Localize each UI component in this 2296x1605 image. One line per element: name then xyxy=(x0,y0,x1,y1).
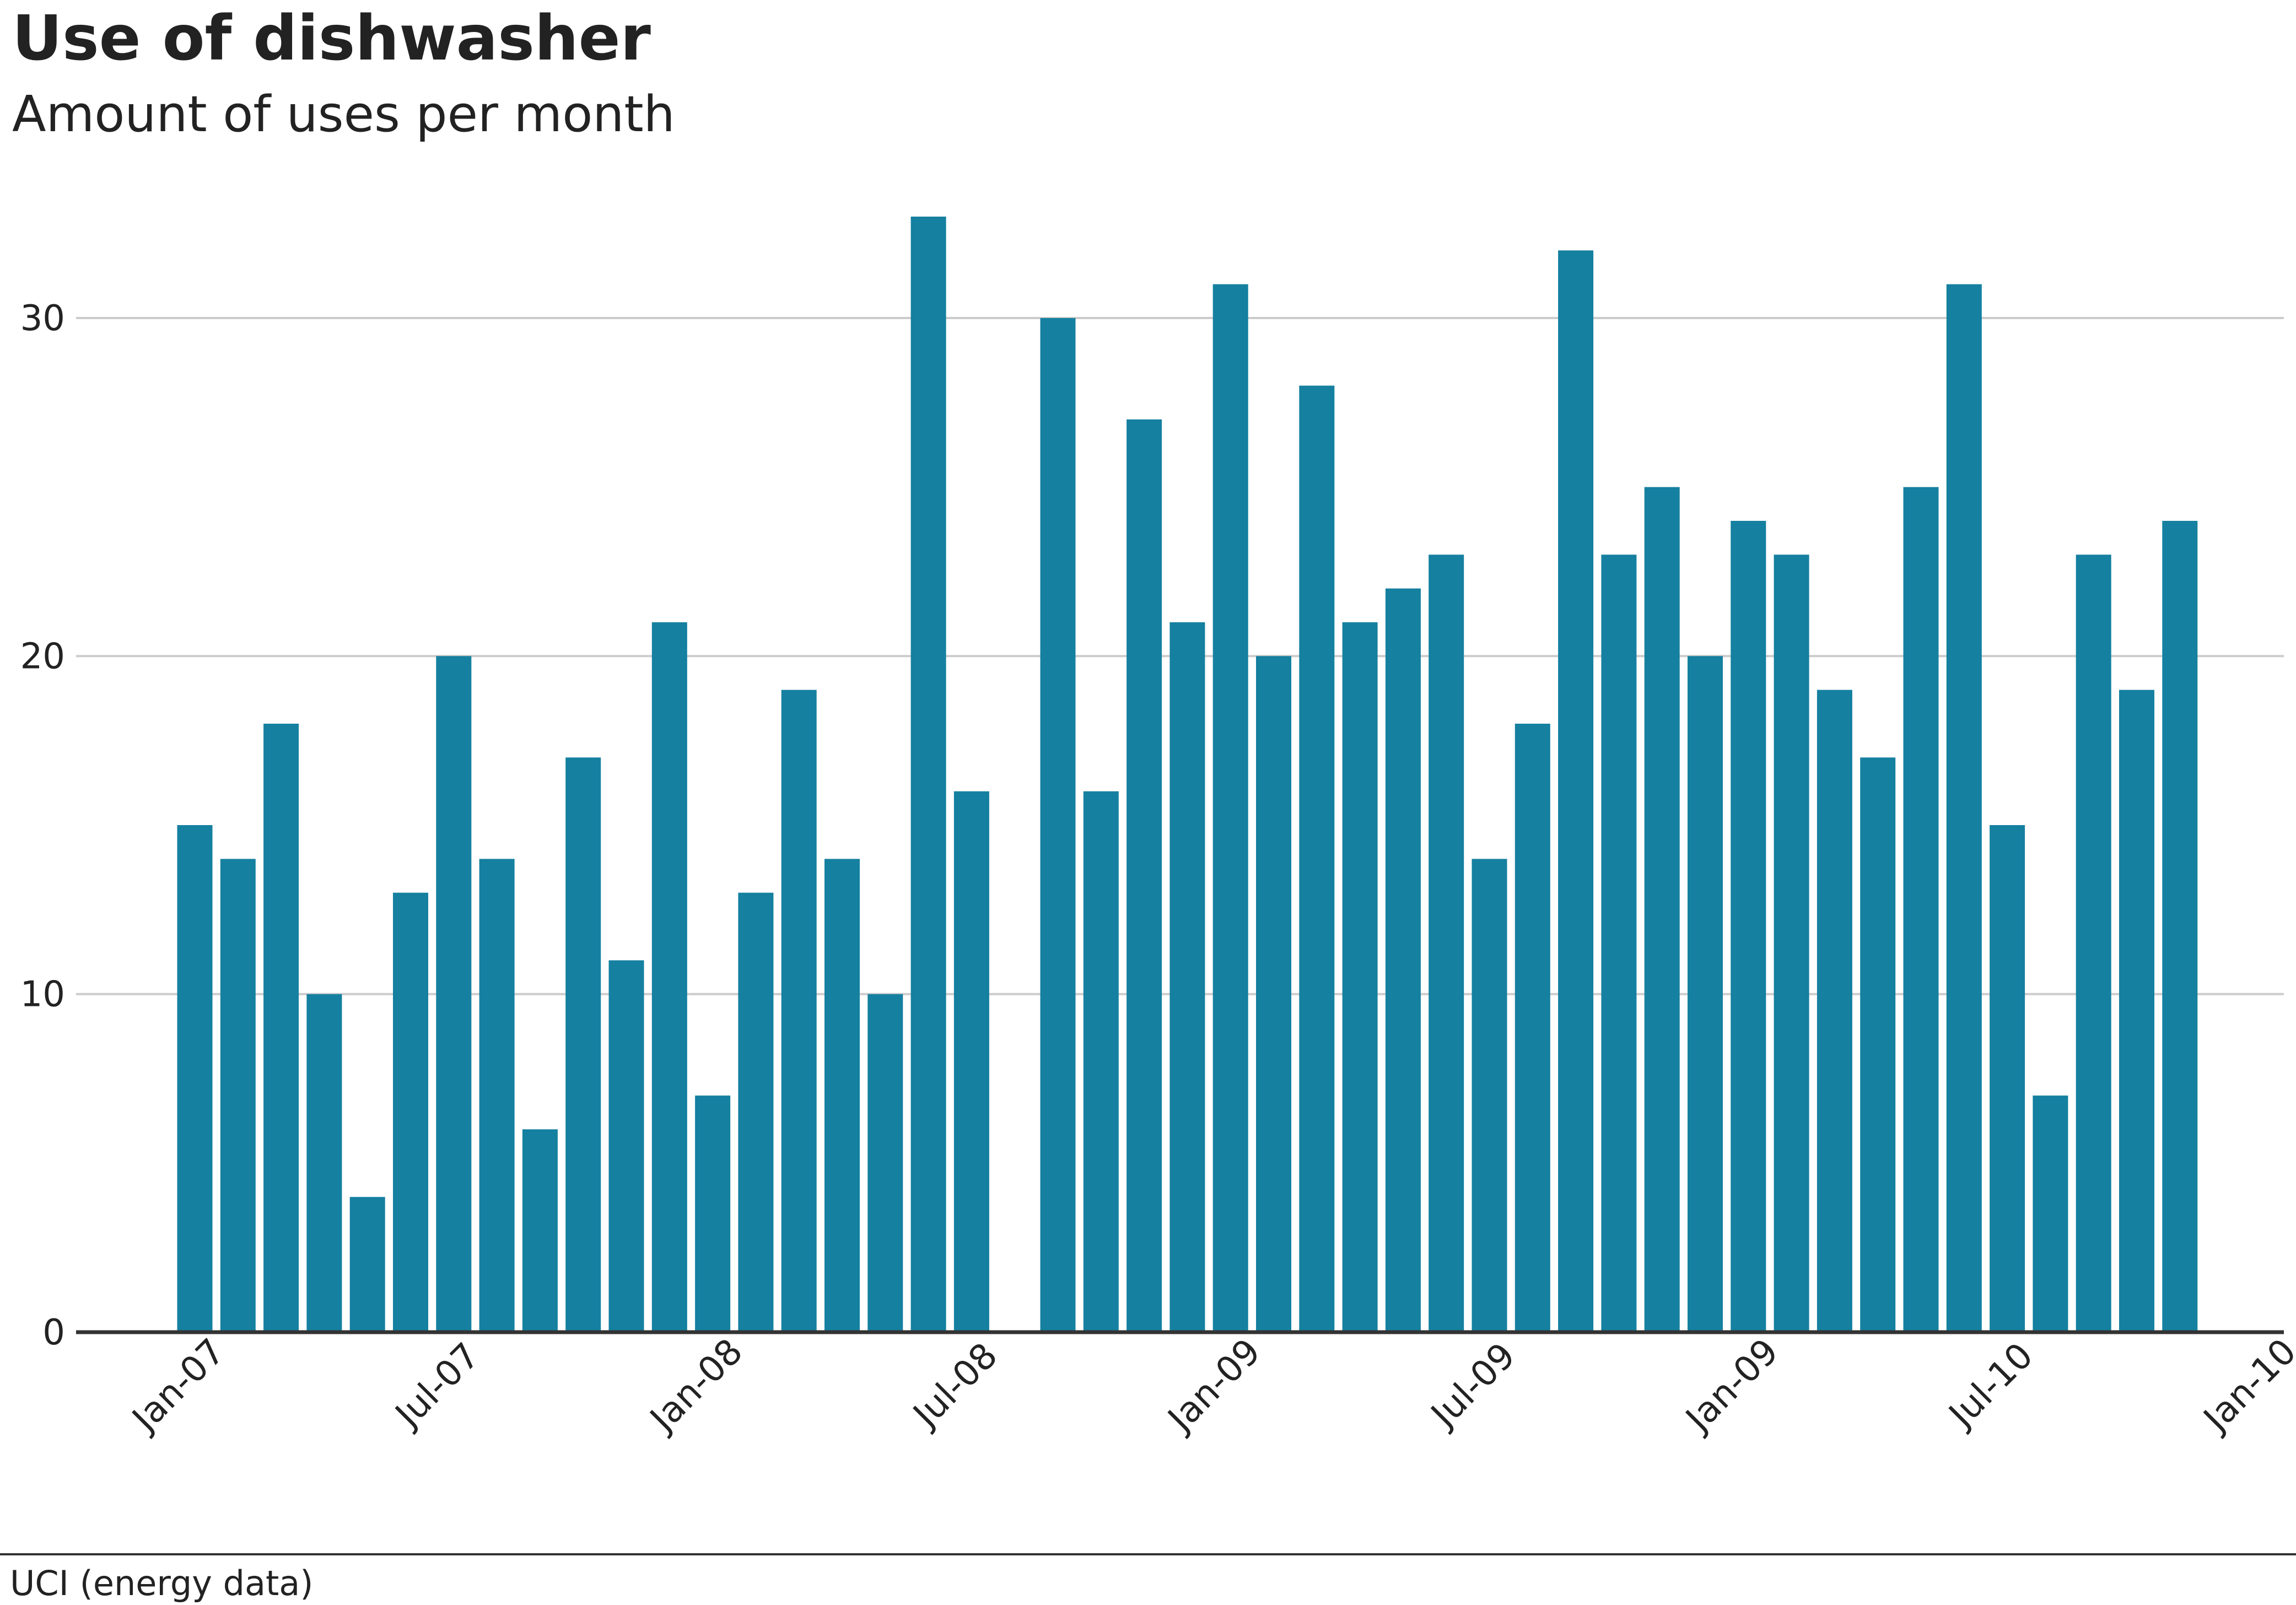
bar xyxy=(479,859,515,1332)
bar xyxy=(1385,588,1421,1332)
bar xyxy=(1212,284,1248,1332)
bar xyxy=(1688,656,1723,1332)
chart-subtitle: Amount of uses per month xyxy=(12,85,675,143)
bar xyxy=(1644,487,1680,1332)
bar xyxy=(1731,521,1766,1332)
bar xyxy=(781,690,817,1332)
y-axis-tick-labels: 0 10 20 30 xyxy=(20,298,65,1353)
bar xyxy=(1946,284,1982,1332)
bar xyxy=(867,994,903,1332)
x-tick-label: Jan-08 xyxy=(641,1331,751,1441)
bar xyxy=(349,1197,385,1332)
bar xyxy=(738,892,774,1332)
bar xyxy=(2076,554,2111,1333)
x-tick-label: Jan-10 xyxy=(2195,1331,2296,1441)
y-tick-label: 20 xyxy=(20,636,65,677)
bar xyxy=(1817,690,1852,1332)
y-tick-label: 0 xyxy=(42,1312,65,1353)
source-note: UCI (energy data) xyxy=(10,1563,313,1603)
bar xyxy=(393,892,428,1332)
bar xyxy=(1040,318,1076,1332)
bar xyxy=(651,622,687,1332)
bar xyxy=(2119,690,2154,1332)
bar xyxy=(608,960,644,1332)
bar xyxy=(1558,250,1594,1332)
bar xyxy=(1860,757,1896,1332)
bar xyxy=(910,217,946,1332)
bar xyxy=(2162,521,2198,1332)
bar xyxy=(1169,622,1205,1332)
bars xyxy=(177,217,2198,1333)
bar xyxy=(177,825,213,1332)
bar xyxy=(1083,791,1119,1332)
y-tick-label: 30 xyxy=(20,298,65,339)
bar xyxy=(1127,419,1162,1332)
x-tick-label: Jan-09 xyxy=(1159,1331,1269,1441)
bar xyxy=(522,1129,558,1332)
bar xyxy=(1256,656,1291,1332)
x-tick-label: Jul-08 xyxy=(904,1335,1006,1437)
bar xyxy=(1601,554,1637,1333)
y-tick-label: 10 xyxy=(20,974,65,1015)
bar xyxy=(1903,487,1939,1332)
x-tick-label: Jul-10 xyxy=(1940,1335,2041,1437)
bar xyxy=(1342,622,1378,1332)
x-tick-label: Jul-09 xyxy=(1422,1335,1523,1437)
bar xyxy=(953,791,989,1332)
bar xyxy=(2033,1095,2068,1332)
bar xyxy=(565,757,601,1332)
bar xyxy=(1515,724,1550,1332)
x-tick-label: Jan-09 xyxy=(1677,1331,1787,1441)
bar xyxy=(306,994,342,1332)
x-axis-tick-labels: Jan-07 Jul-07 Jan-08 Jul-08 Jan-09 Jul-09 Jan-… xyxy=(123,1331,2296,1441)
chart-title: Use of dishwasher xyxy=(12,3,651,74)
bar xyxy=(695,1095,731,1332)
bar xyxy=(1990,825,2025,1332)
bar xyxy=(1299,385,1335,1332)
bar xyxy=(1429,554,1464,1333)
bar xyxy=(220,859,256,1332)
bar xyxy=(436,656,472,1332)
x-tick-label: Jan-07 xyxy=(123,1331,233,1441)
bar xyxy=(1472,859,1507,1332)
bar xyxy=(263,724,299,1332)
bar xyxy=(1774,554,1809,1333)
x-tick-label: Jul-07 xyxy=(386,1335,488,1437)
bar xyxy=(824,859,860,1332)
